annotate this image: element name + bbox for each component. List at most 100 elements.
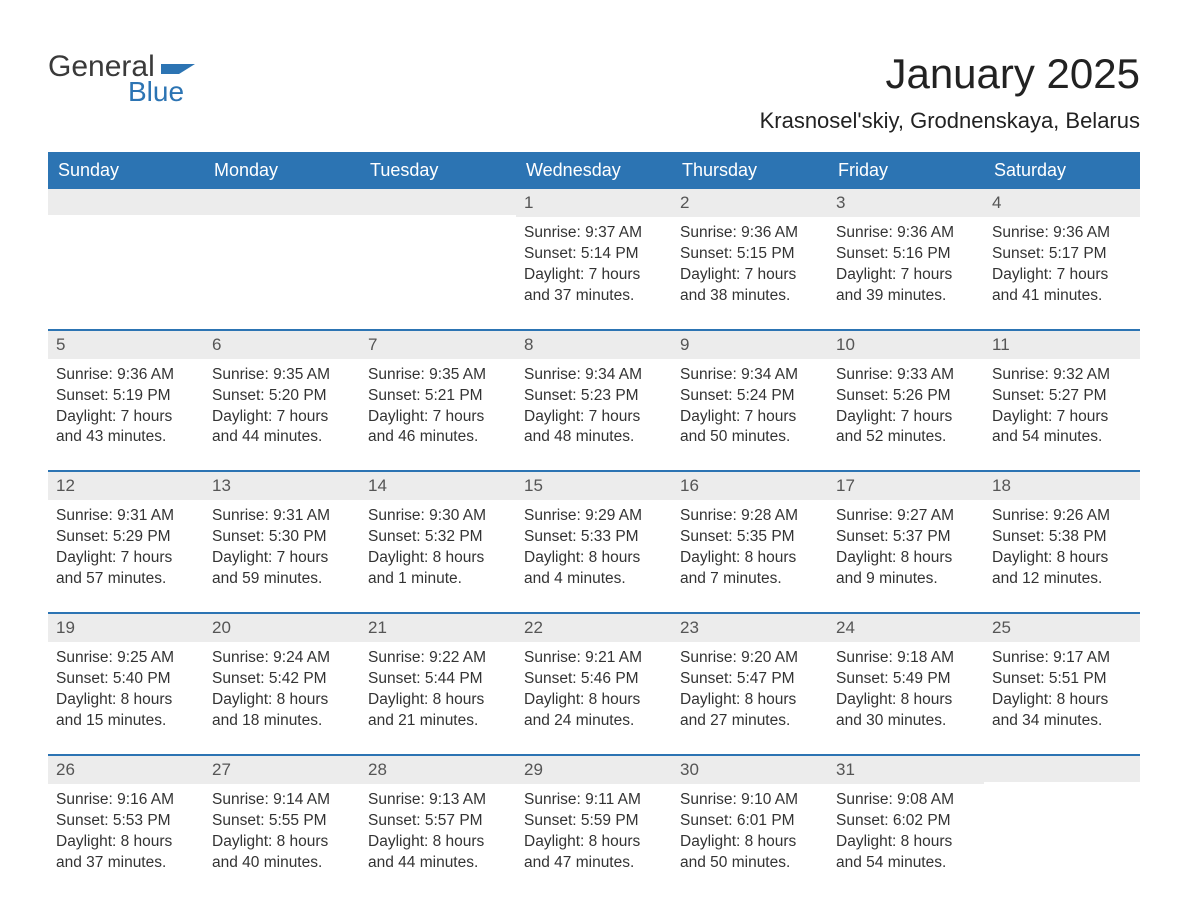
daylight-text: Daylight: 8 hours — [524, 548, 664, 569]
daylight-text: and 44 minutes. — [212, 427, 352, 448]
sunset-text: Sunset: 5:33 PM — [524, 527, 664, 548]
sunset-text: Sunset: 5:42 PM — [212, 669, 352, 690]
day-body: Sunrise: 9:24 AMSunset: 5:42 PMDaylight:… — [204, 642, 360, 736]
daylight-text: and 47 minutes. — [524, 853, 664, 874]
daylight-text: and 15 minutes. — [56, 711, 196, 732]
sunrise-text: Sunrise: 9:24 AM — [212, 648, 352, 669]
calendar: Sunday Monday Tuesday Wednesday Thursday… — [48, 152, 1140, 877]
weekday-header: Monday — [204, 152, 360, 189]
sunrise-text: Sunrise: 9:36 AM — [56, 365, 196, 386]
day-body: Sunrise: 9:35 AMSunset: 5:20 PMDaylight:… — [204, 359, 360, 453]
daylight-text: Daylight: 7 hours — [680, 407, 820, 428]
sunrise-text: Sunrise: 9:35 AM — [212, 365, 352, 386]
title-block: January 2025 Krasnosel'skiy, Grodnenskay… — [760, 50, 1140, 134]
calendar-day — [360, 189, 516, 311]
sunrise-text: Sunrise: 9:20 AM — [680, 648, 820, 669]
sunrise-text: Sunrise: 9:22 AM — [368, 648, 508, 669]
day-body: Sunrise: 9:18 AMSunset: 5:49 PMDaylight:… — [828, 642, 984, 736]
daylight-text: and 34 minutes. — [992, 711, 1132, 732]
daylight-text: Daylight: 8 hours — [992, 690, 1132, 711]
sunset-text: Sunset: 5:49 PM — [836, 669, 976, 690]
day-body: Sunrise: 9:17 AMSunset: 5:51 PMDaylight:… — [984, 642, 1140, 736]
daylight-text: Daylight: 8 hours — [212, 690, 352, 711]
sunset-text: Sunset: 5:21 PM — [368, 386, 508, 407]
day-body: Sunrise: 9:27 AMSunset: 5:37 PMDaylight:… — [828, 500, 984, 594]
day-number: 6 — [204, 331, 360, 359]
day-number: 11 — [984, 331, 1140, 359]
day-number — [48, 189, 204, 215]
calendar-day: 5Sunrise: 9:36 AMSunset: 5:19 PMDaylight… — [48, 331, 204, 453]
daylight-text: Daylight: 7 hours — [836, 265, 976, 286]
logo-blue-text: Blue — [128, 76, 195, 108]
daylight-text: and 41 minutes. — [992, 286, 1132, 307]
day-number: 1 — [516, 189, 672, 217]
daylight-text: and 54 minutes. — [836, 853, 976, 874]
daylight-text: Daylight: 7 hours — [524, 407, 664, 428]
calendar-day: 1Sunrise: 9:37 AMSunset: 5:14 PMDaylight… — [516, 189, 672, 311]
day-number: 15 — [516, 472, 672, 500]
sunrise-text: Sunrise: 9:17 AM — [992, 648, 1132, 669]
weekday-header-row: Sunday Monday Tuesday Wednesday Thursday… — [48, 152, 1140, 189]
day-body: Sunrise: 9:14 AMSunset: 5:55 PMDaylight:… — [204, 784, 360, 878]
daylight-text: and 12 minutes. — [992, 569, 1132, 590]
day-number: 16 — [672, 472, 828, 500]
calendar-day: 7Sunrise: 9:35 AMSunset: 5:21 PMDaylight… — [360, 331, 516, 453]
page-title: January 2025 — [760, 50, 1140, 98]
logo: General Blue — [48, 50, 195, 108]
sunrise-text: Sunrise: 9:16 AM — [56, 790, 196, 811]
day-number: 21 — [360, 614, 516, 642]
daylight-text: Daylight: 7 hours — [524, 265, 664, 286]
sunrise-text: Sunrise: 9:28 AM — [680, 506, 820, 527]
day-body: Sunrise: 9:28 AMSunset: 5:35 PMDaylight:… — [672, 500, 828, 594]
calendar-day: 13Sunrise: 9:31 AMSunset: 5:30 PMDayligh… — [204, 472, 360, 594]
daylight-text: and 1 minute. — [368, 569, 508, 590]
sunrise-text: Sunrise: 9:14 AM — [212, 790, 352, 811]
weekday-header: Sunday — [48, 152, 204, 189]
daylight-text: and 37 minutes. — [56, 853, 196, 874]
sunset-text: Sunset: 6:02 PM — [836, 811, 976, 832]
calendar-day: 6Sunrise: 9:35 AMSunset: 5:20 PMDaylight… — [204, 331, 360, 453]
daylight-text: and 39 minutes. — [836, 286, 976, 307]
calendar-day: 26Sunrise: 9:16 AMSunset: 5:53 PMDayligh… — [48, 756, 204, 878]
weekday-header: Friday — [828, 152, 984, 189]
calendar-day: 3Sunrise: 9:36 AMSunset: 5:16 PMDaylight… — [828, 189, 984, 311]
calendar-day: 20Sunrise: 9:24 AMSunset: 5:42 PMDayligh… — [204, 614, 360, 736]
sunrise-text: Sunrise: 9:34 AM — [680, 365, 820, 386]
sunrise-text: Sunrise: 9:32 AM — [992, 365, 1132, 386]
day-number: 18 — [984, 472, 1140, 500]
sunrise-text: Sunrise: 9:35 AM — [368, 365, 508, 386]
daylight-text: and 27 minutes. — [680, 711, 820, 732]
calendar-day — [48, 189, 204, 311]
sunset-text: Sunset: 5:30 PM — [212, 527, 352, 548]
calendar-week: 5Sunrise: 9:36 AMSunset: 5:19 PMDaylight… — [48, 329, 1140, 453]
sunrise-text: Sunrise: 9:08 AM — [836, 790, 976, 811]
day-body: Sunrise: 9:32 AMSunset: 5:27 PMDaylight:… — [984, 359, 1140, 453]
sunrise-text: Sunrise: 9:10 AM — [680, 790, 820, 811]
calendar-day: 23Sunrise: 9:20 AMSunset: 5:47 PMDayligh… — [672, 614, 828, 736]
sunset-text: Sunset: 5:14 PM — [524, 244, 664, 265]
daylight-text: and 46 minutes. — [368, 427, 508, 448]
sunrise-text: Sunrise: 9:21 AM — [524, 648, 664, 669]
day-body: Sunrise: 9:08 AMSunset: 6:02 PMDaylight:… — [828, 784, 984, 878]
calendar-day: 12Sunrise: 9:31 AMSunset: 5:29 PMDayligh… — [48, 472, 204, 594]
sunset-text: Sunset: 5:29 PM — [56, 527, 196, 548]
daylight-text: and 50 minutes. — [680, 427, 820, 448]
calendar-day: 27Sunrise: 9:14 AMSunset: 5:55 PMDayligh… — [204, 756, 360, 878]
daylight-text: and 21 minutes. — [368, 711, 508, 732]
calendar-week: 1Sunrise: 9:37 AMSunset: 5:14 PMDaylight… — [48, 189, 1140, 311]
day-body: Sunrise: 9:36 AMSunset: 5:19 PMDaylight:… — [48, 359, 204, 453]
day-body: Sunrise: 9:22 AMSunset: 5:44 PMDaylight:… — [360, 642, 516, 736]
day-number: 5 — [48, 331, 204, 359]
sunset-text: Sunset: 5:38 PM — [992, 527, 1132, 548]
daylight-text: Daylight: 8 hours — [680, 548, 820, 569]
daylight-text: and 24 minutes. — [524, 711, 664, 732]
weekday-header: Tuesday — [360, 152, 516, 189]
daylight-text: and 7 minutes. — [680, 569, 820, 590]
sunrise-text: Sunrise: 9:11 AM — [524, 790, 664, 811]
day-number: 2 — [672, 189, 828, 217]
daylight-text: Daylight: 7 hours — [680, 265, 820, 286]
calendar-week: 12Sunrise: 9:31 AMSunset: 5:29 PMDayligh… — [48, 470, 1140, 594]
sunrise-text: Sunrise: 9:13 AM — [368, 790, 508, 811]
day-number: 27 — [204, 756, 360, 784]
day-body: Sunrise: 9:29 AMSunset: 5:33 PMDaylight:… — [516, 500, 672, 594]
